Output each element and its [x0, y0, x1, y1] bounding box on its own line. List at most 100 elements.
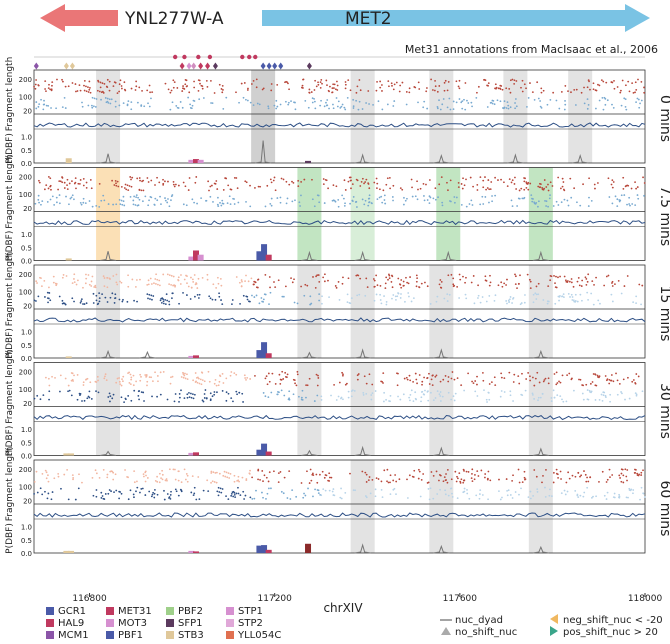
fragment-point [609, 476, 611, 478]
dbf-bar [65, 158, 72, 163]
fragment-point [561, 185, 564, 188]
fragment-point [408, 474, 411, 477]
fragment-point [485, 300, 488, 303]
fragment-point [561, 374, 564, 377]
fragment-point [640, 471, 643, 474]
fragment-point [254, 374, 256, 377]
fragment-point [107, 203, 110, 205]
fragment-point [466, 99, 468, 102]
fragment-point [198, 98, 201, 101]
fragment-point [471, 204, 474, 206]
fragment-point [575, 88, 578, 91]
highlight-band [96, 70, 121, 163]
fragment-point [401, 81, 404, 84]
fragment-point [138, 177, 141, 179]
fragment-point [586, 389, 589, 391]
fragment-point [405, 103, 408, 106]
fragment-point [574, 490, 577, 492]
fragment-point [327, 279, 329, 282]
factor-legend-swatch [166, 607, 174, 615]
fragment-point [62, 274, 65, 276]
fragment-point [477, 284, 479, 287]
fragment-point [222, 189, 225, 191]
fragment-point [63, 96, 66, 99]
fragment-point [497, 179, 499, 181]
fragment-point [506, 489, 508, 492]
fragment-point [284, 100, 287, 103]
fragment-point [559, 395, 562, 398]
fragment-point [412, 400, 415, 402]
fragment-point [383, 194, 386, 197]
fragment-point [635, 373, 638, 375]
fragment-point [129, 489, 132, 492]
fragment-point [463, 389, 466, 392]
fragment-point [38, 179, 40, 182]
fragment-point [301, 84, 304, 87]
fragment-point [362, 394, 365, 396]
fragment-point [343, 106, 346, 109]
fragment-point [218, 472, 221, 475]
fragment-point [505, 284, 507, 286]
fragment-point [468, 497, 471, 500]
fragment-point [185, 79, 188, 82]
fragment-point [297, 185, 300, 188]
fragment-point [82, 184, 85, 187]
fragment-point [532, 293, 535, 296]
fragment-point [490, 381, 493, 384]
dbf-tick-label: 0.0 [21, 550, 32, 558]
fragment-point [104, 97, 107, 99]
fragment-point [511, 179, 514, 182]
fragment-point [570, 293, 573, 296]
fragment-point [632, 379, 635, 381]
fragment-point [65, 275, 68, 277]
fragment-point [102, 194, 105, 197]
fragment-point [293, 379, 296, 382]
fragment-point [127, 395, 130, 397]
fragment-point [269, 286, 271, 289]
nucleosome-peak [99, 349, 117, 359]
fragment-point [177, 279, 180, 282]
fragment-point [508, 88, 511, 90]
fragment-point [168, 468, 171, 471]
fragment-point [121, 300, 124, 303]
fragment-point [112, 471, 115, 474]
fragment-point [381, 201, 384, 204]
fragment-point [547, 189, 550, 192]
fragment-point [490, 181, 493, 183]
fragment-point [99, 86, 102, 89]
fragment-point [221, 303, 224, 306]
fragment-point [90, 104, 93, 107]
fragment-point [147, 297, 149, 300]
factor-legend-swatch [46, 619, 54, 627]
fragment-point [197, 377, 200, 380]
fragment-point [149, 91, 151, 94]
fragment-point [103, 83, 106, 85]
fragment-point [438, 393, 441, 396]
fragment-point [608, 378, 611, 381]
fragment-point [108, 489, 111, 491]
fragment-point [137, 390, 140, 393]
motif-site [33, 62, 39, 70]
fragment-point [550, 275, 553, 278]
fragment-point [611, 300, 614, 303]
fragment-point [170, 89, 173, 92]
fragment-point [386, 103, 389, 106]
fragment-point [237, 201, 240, 204]
dbf-bar [193, 159, 200, 163]
fragment-point [549, 279, 552, 282]
fragment-point [156, 493, 159, 496]
fragment-point [288, 397, 291, 400]
fragment-point [342, 373, 344, 376]
fragment-point [319, 86, 322, 89]
fragment-point [327, 89, 330, 92]
fragment-point [452, 108, 455, 111]
fragment-point [49, 88, 52, 91]
highlight-band [429, 460, 454, 553]
fragment-point [416, 198, 419, 201]
fragment-point [140, 375, 142, 378]
fragment-point [92, 105, 95, 108]
fragment-point [323, 476, 326, 479]
fragment-point [582, 398, 585, 401]
fragment-point [193, 492, 196, 495]
fragment-point [100, 91, 103, 94]
